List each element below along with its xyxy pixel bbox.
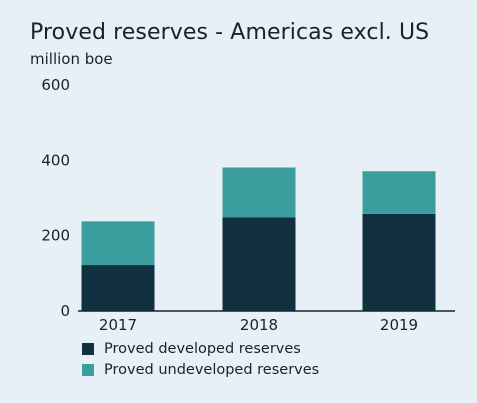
bar-developed-2019 [362, 213, 436, 311]
y-tick-label: 400 [41, 151, 70, 169]
y-tick-label: 200 [41, 227, 70, 245]
y-axis-unit-label: million boe [30, 50, 113, 68]
bar-undeveloped-2017 [81, 221, 155, 266]
chart-title: Proved reserves - Americas excl. US [30, 20, 430, 45]
bar-undeveloped-2019 [362, 171, 436, 214]
legend-swatch-developed [82, 342, 94, 355]
x-tick-label: 2017 [99, 316, 137, 334]
bar-developed-2017 [81, 265, 155, 311]
legend-label-undeveloped: Proved undeveloped reserves [104, 361, 320, 378]
x-tick-label: 2019 [380, 316, 418, 334]
bar-developed-2018 [222, 217, 296, 311]
y-tick-label: 600 [41, 76, 70, 94]
x-tick-label: 2018 [240, 316, 278, 334]
bar-undeveloped-2018 [222, 167, 296, 218]
legend-label-developed: Proved developed reserves [104, 340, 301, 357]
legend: Proved developed reserves Proved undevel… [82, 338, 319, 380]
legend-item-developed: Proved developed reserves [82, 338, 319, 359]
y-tick-label: 0 [60, 302, 70, 320]
legend-item-undeveloped: Proved undeveloped reserves [82, 359, 319, 380]
legend-swatch-undeveloped [82, 363, 94, 376]
